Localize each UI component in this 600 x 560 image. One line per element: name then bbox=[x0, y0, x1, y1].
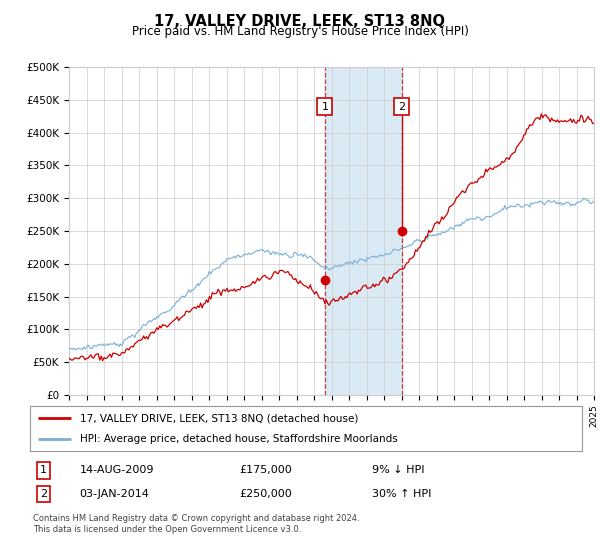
Text: 2: 2 bbox=[398, 101, 405, 111]
Text: 14-AUG-2009: 14-AUG-2009 bbox=[80, 465, 154, 475]
Text: 03-JAN-2014: 03-JAN-2014 bbox=[80, 489, 149, 499]
Text: Contains HM Land Registry data © Crown copyright and database right 2024.
This d: Contains HM Land Registry data © Crown c… bbox=[33, 515, 359, 534]
Text: 1: 1 bbox=[322, 101, 328, 111]
Bar bbox=[325, 67, 401, 395]
Text: HPI: Average price, detached house, Staffordshire Moorlands: HPI: Average price, detached house, Staf… bbox=[80, 433, 397, 444]
Text: 2: 2 bbox=[40, 489, 47, 499]
Text: 1: 1 bbox=[40, 465, 47, 475]
Text: £250,000: £250,000 bbox=[240, 489, 293, 499]
Text: 17, VALLEY DRIVE, LEEK, ST13 8NQ: 17, VALLEY DRIVE, LEEK, ST13 8NQ bbox=[155, 14, 445, 29]
Text: 17, VALLEY DRIVE, LEEK, ST13 8NQ (detached house): 17, VALLEY DRIVE, LEEK, ST13 8NQ (detach… bbox=[80, 413, 358, 423]
Text: 9% ↓ HPI: 9% ↓ HPI bbox=[372, 465, 425, 475]
Text: Price paid vs. HM Land Registry's House Price Index (HPI): Price paid vs. HM Land Registry's House … bbox=[131, 25, 469, 38]
Text: £175,000: £175,000 bbox=[240, 465, 293, 475]
Text: 30% ↑ HPI: 30% ↑ HPI bbox=[372, 489, 431, 499]
